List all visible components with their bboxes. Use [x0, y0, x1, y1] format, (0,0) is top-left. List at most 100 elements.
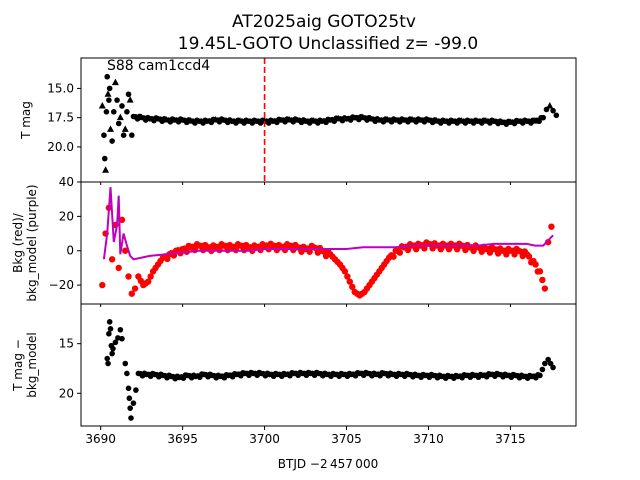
data-point — [126, 395, 133, 402]
y-tick-label: 20.0 — [47, 140, 74, 154]
y-tick-label: 20 — [59, 209, 74, 223]
data-point — [125, 385, 132, 392]
data-point-triangle — [126, 96, 134, 103]
data-point-triangle — [546, 101, 554, 109]
data-point — [119, 103, 125, 109]
data-point — [109, 350, 115, 357]
chart-title-line2: 19.45L-GOTO Unclassified z= -99.0 — [178, 34, 478, 54]
data-point — [122, 360, 129, 367]
top-data — [98, 58, 560, 182]
y-tick-label: −20 — [49, 278, 74, 292]
data-point — [105, 360, 111, 367]
data-point-triangle — [121, 125, 129, 132]
data-point — [525, 253, 533, 260]
data-point — [421, 245, 428, 252]
data-point — [128, 290, 136, 297]
data-point — [117, 326, 124, 333]
y-tick-label: 15.0 — [47, 81, 74, 95]
data-point — [119, 335, 125, 342]
data-point — [127, 405, 133, 411]
data-point — [109, 138, 115, 144]
data-point — [104, 73, 111, 80]
data-point — [550, 364, 556, 371]
data-point — [128, 415, 134, 421]
data-point-triangle — [102, 166, 110, 173]
middle-panel: −20 0 20 40 Bkg (red)/bkg_model (purple) — [11, 175, 577, 307]
data-point — [544, 238, 552, 246]
data-point — [537, 372, 543, 379]
data-point — [553, 112, 560, 119]
top-panel: 15.0 17.5 20.0 T mag — [19, 57, 577, 185]
data-point — [106, 97, 112, 103]
data-point — [349, 283, 356, 291]
data-point — [542, 360, 548, 367]
x-tick-label: 3690 — [85, 432, 116, 446]
data-point — [306, 248, 313, 255]
data-point — [539, 366, 546, 373]
data-point — [539, 276, 546, 284]
middle-y-label: bkg_model (purple) — [25, 184, 39, 301]
data-point — [390, 253, 397, 260]
data-point — [344, 273, 351, 280]
data-point — [101, 155, 108, 162]
data-point — [540, 114, 547, 121]
middle-data — [99, 187, 555, 299]
data-point — [550, 107, 556, 114]
top-y-label: T mag — [19, 101, 33, 140]
data-point — [125, 91, 132, 98]
bottom-y-label: T mag − — [11, 339, 25, 392]
data-point — [104, 355, 111, 362]
y-tick-label: 15 — [59, 337, 74, 351]
data-point — [145, 278, 152, 285]
data-point — [130, 400, 137, 406]
data-point — [106, 330, 112, 337]
data-point-triangle — [116, 113, 124, 121]
y-tick-label: 40 — [59, 175, 74, 189]
bottom-y-label: bkg_model — [25, 332, 39, 398]
data-point — [122, 247, 129, 254]
chart-title-line1: AT2025aig GOTO25tv — [232, 12, 416, 32]
data-point — [103, 109, 110, 115]
data-point — [101, 132, 107, 139]
y-tick-label: 20 — [59, 386, 74, 400]
data-point — [341, 268, 349, 275]
data-point-triangle — [111, 78, 119, 86]
series-line-bkg_model — [102, 187, 554, 261]
data-point — [106, 319, 113, 325]
x-tick-label: 3700 — [249, 432, 280, 446]
data-point — [404, 246, 412, 254]
data-point — [108, 256, 116, 263]
data-point-triangle — [107, 125, 115, 132]
y-tick-label: 0 — [66, 244, 74, 258]
data-point — [110, 109, 117, 115]
data-point — [396, 249, 403, 256]
data-point — [532, 261, 539, 268]
data-point — [147, 273, 154, 280]
x-tick-label: 3705 — [331, 432, 362, 446]
data-point — [346, 278, 354, 285]
data-point — [129, 132, 135, 139]
data-point — [120, 132, 127, 139]
data-point — [99, 281, 106, 289]
data-point — [536, 268, 544, 275]
x-tick-label: 3715 — [495, 432, 526, 446]
panel-annotation: S88 cam1ccd4 — [107, 58, 210, 74]
data-point — [110, 345, 116, 352]
bottom-panel: 15 20 T mag − bkg_model 3690 3695 3700 3705 3710… — [11, 303, 577, 446]
data-point — [548, 223, 555, 230]
data-point — [541, 285, 549, 292]
data-point — [112, 339, 119, 346]
data-point — [107, 325, 114, 332]
x-tick-label: 3710 — [413, 432, 444, 446]
data-point — [133, 387, 139, 393]
data-point — [114, 97, 120, 103]
data-point — [115, 120, 122, 127]
data-point — [125, 273, 132, 280]
bottom-frame — [80, 303, 577, 427]
x-axis-label: BTJD −2 457 000 — [278, 457, 378, 471]
y-tick-label: 17.5 — [47, 111, 74, 125]
data-point — [131, 285, 139, 292]
data-point — [106, 85, 113, 92]
